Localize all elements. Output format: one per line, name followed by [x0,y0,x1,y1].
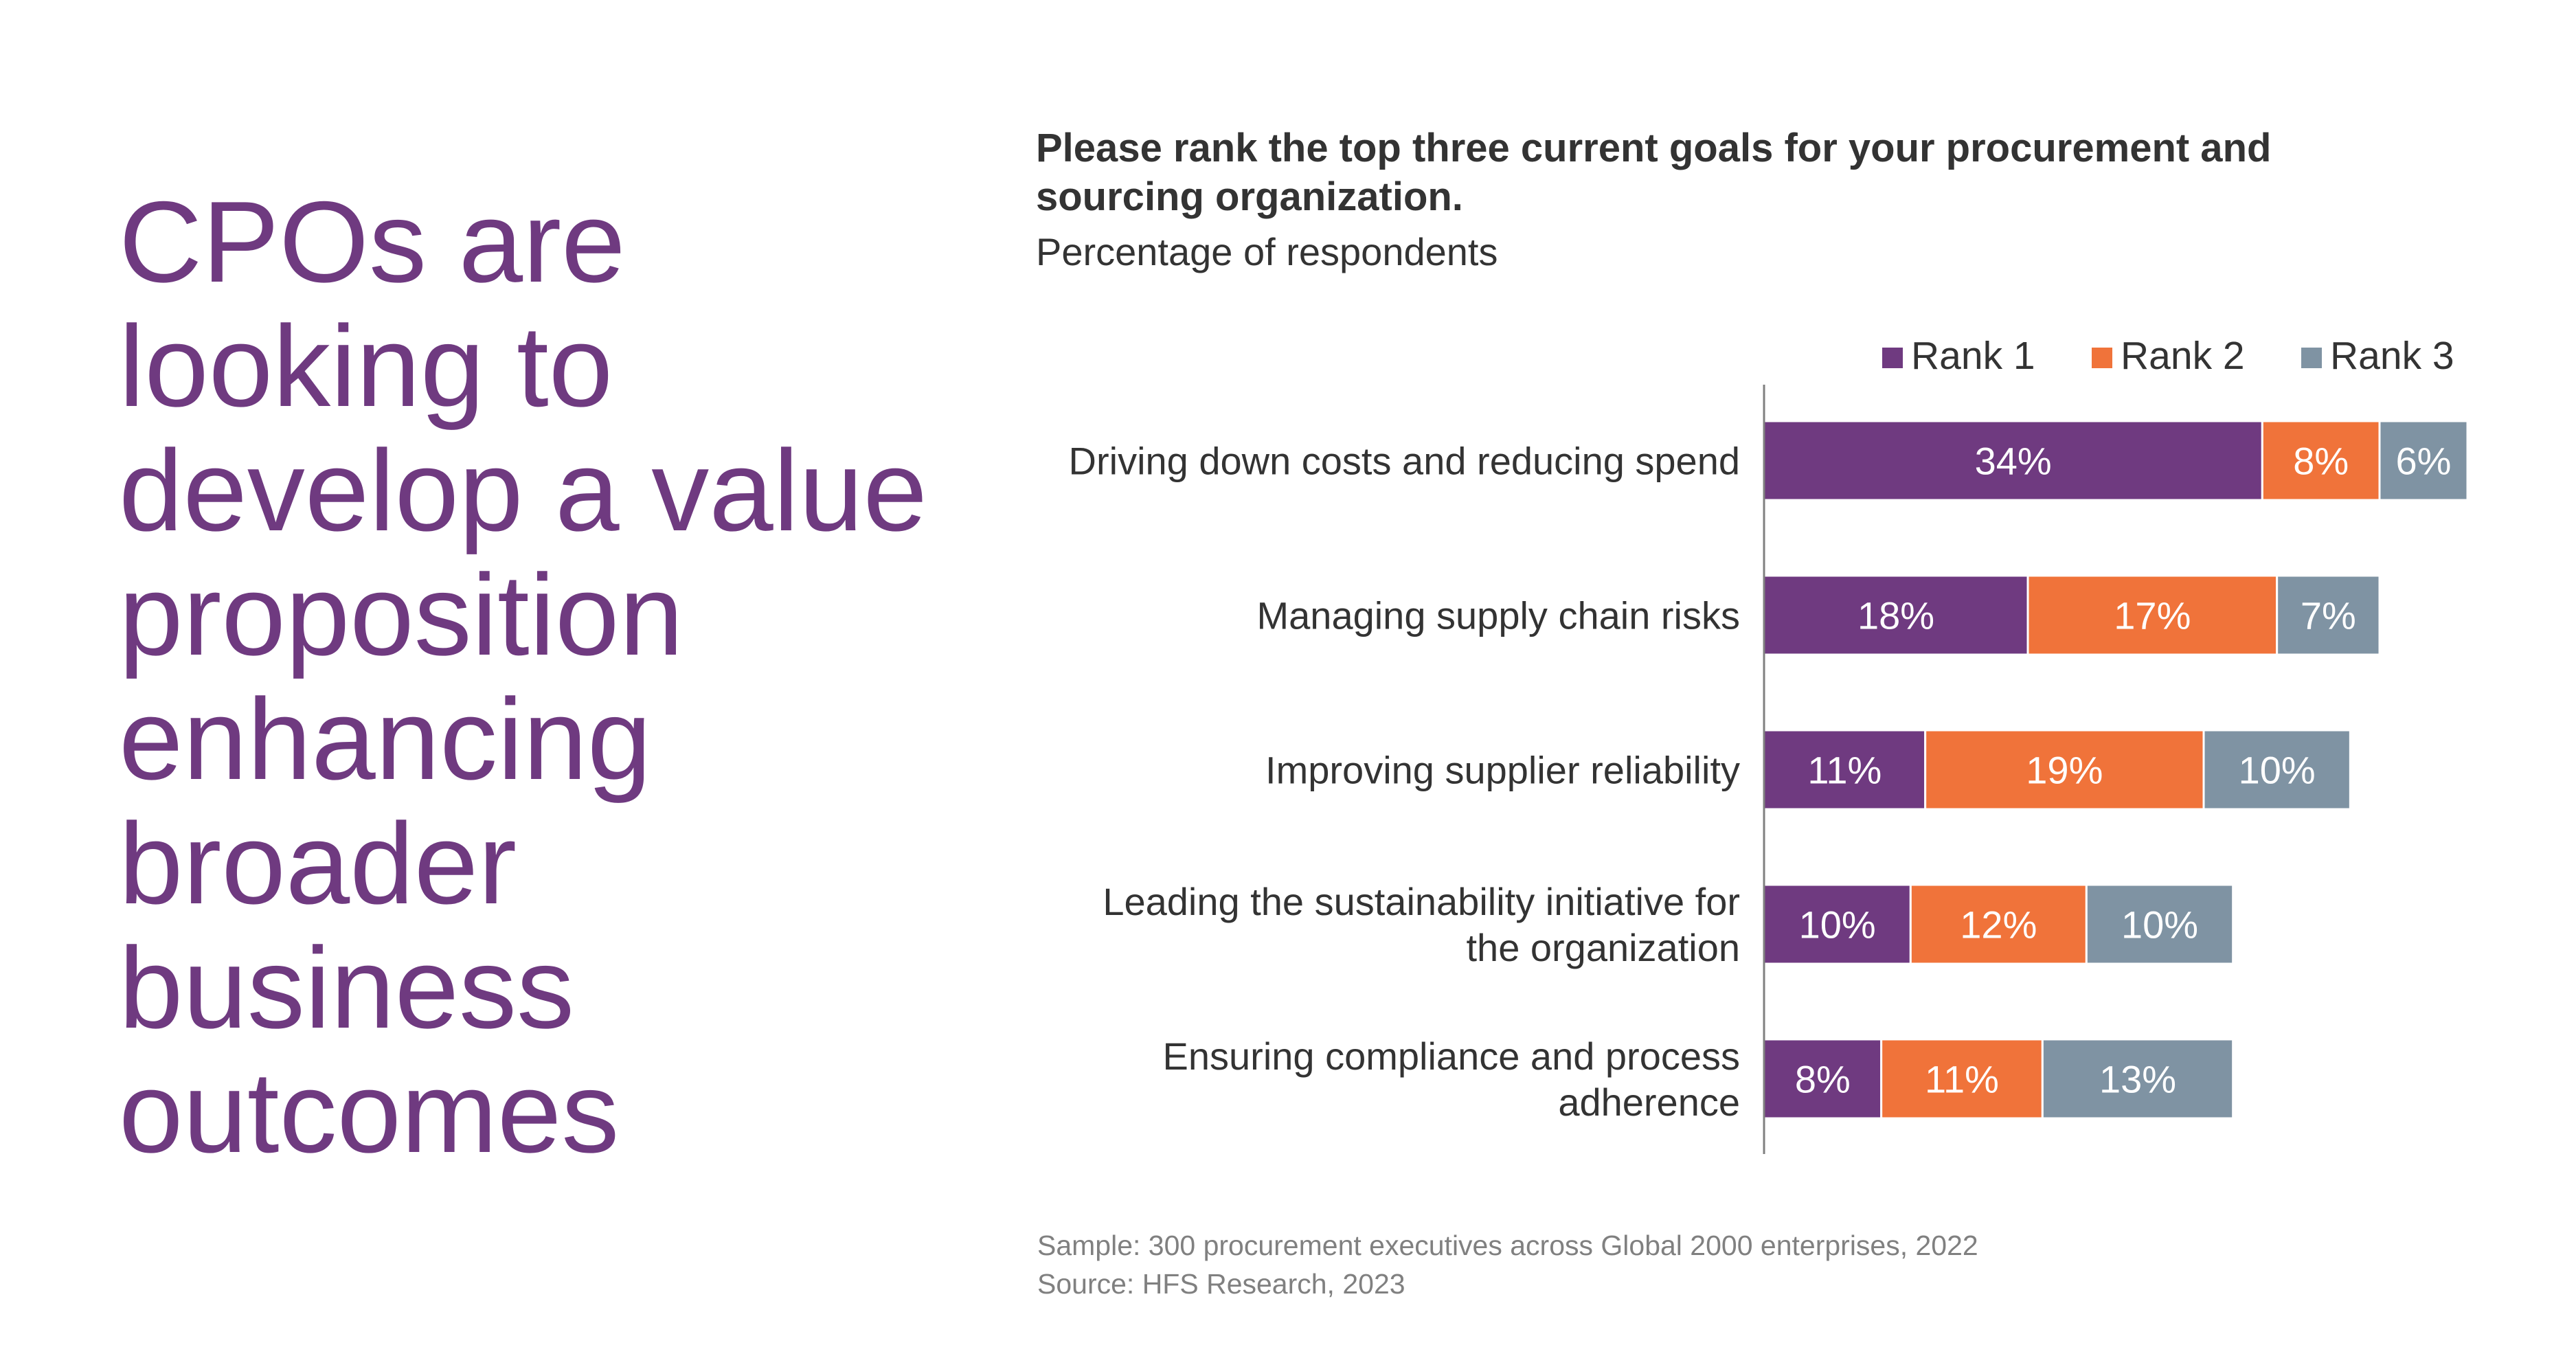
category-label: Leading the sustainability initiative fo… [1103,880,1740,969]
category-label-line: Improving supplier reliability [1265,749,1740,792]
bar-rank-3 [2202,729,2351,811]
headline-line: broader [119,799,517,928]
bar-rank-1 [1763,420,2263,501]
data-label: 11% [1925,1058,1999,1101]
headline-line: enhancing [119,675,652,804]
data-label: 10% [2121,903,2198,947]
category-label-line: Driving down costs and reducing spend [1069,440,1740,483]
chart-title: Please rank the top three current goals … [1036,126,2272,219]
legend-swatch-rank-3 [2301,348,2322,368]
data-label: 8% [2293,440,2349,483]
data-label: 10% [1799,903,1876,947]
data-label: 13% [2099,1058,2176,1101]
category-label: Ensuring compliance and process adherence [1163,1035,1740,1124]
source-note: Source: HFS Research, 2023 [1037,1268,1405,1300]
bar-rank-3 [2041,1038,2235,1120]
headline-line: looking to [119,302,613,431]
category-label: Driving down costs and reducing spend [1069,440,1740,483]
legend-swatch-rank-1 [1882,348,1903,368]
bar-rank-1 [1763,1038,1883,1120]
data-label: 6% [2396,440,2452,483]
category-label: Improving supplier reliability [1265,749,1740,792]
bar-rank-3 [2276,574,2381,656]
headline-line: CPOs are [119,177,626,306]
category-label-line: adherence [1558,1081,1740,1124]
data-label: 17% [2114,594,2191,637]
bar-rank-2 [1924,729,2205,811]
sample-note: Sample: 300 procurement executives acros… [1037,1230,1978,1261]
legend-label-rank-3: Rank 3 [2330,334,2454,378]
category-label-line: Leading the sustainability initiative fo… [1103,880,1740,923]
data-label: 11% [1807,749,1882,792]
chart-subtitle: Percentage of respondents [1036,230,1498,273]
headline: CPOs are looking to develop a value prop… [119,180,1012,1175]
headline-line: proposition [119,550,683,679]
category-label-line: Ensuring compliance and process [1163,1035,1740,1078]
bar-rank-2 [1909,883,2088,965]
legend-label-rank-1: Rank 1 [1911,334,2035,378]
headline-line: outcomes [119,1048,620,1177]
bar-rank-1 [1763,729,1927,811]
bar-rank-1 [1763,574,2029,656]
headline-line: business [119,923,575,1052]
data-label: 7% [2301,594,2356,637]
data-label: 34% [1975,440,2052,483]
category-label-line: Managing supply chain risks [1257,594,1740,637]
bar-rank-2 [2261,420,2381,501]
data-label: 18% [1857,594,1934,637]
data-label: 10% [2239,749,2316,792]
data-label: 8% [1795,1058,1851,1101]
legend-label-rank-2: Rank 2 [2121,334,2245,378]
legend-swatch-rank-2 [2092,348,2112,368]
bar-rank-2 [2026,574,2279,656]
headline-line: develop a value [119,426,927,555]
bar-rank-3 [2085,883,2235,965]
data-label: 12% [1960,903,2037,947]
category-label: Managing supply chain risks [1257,594,1740,637]
data-label: 19% [2026,749,2103,792]
category-label-line: the organization [1466,926,1740,969]
bar-rank-3 [2378,420,2469,501]
